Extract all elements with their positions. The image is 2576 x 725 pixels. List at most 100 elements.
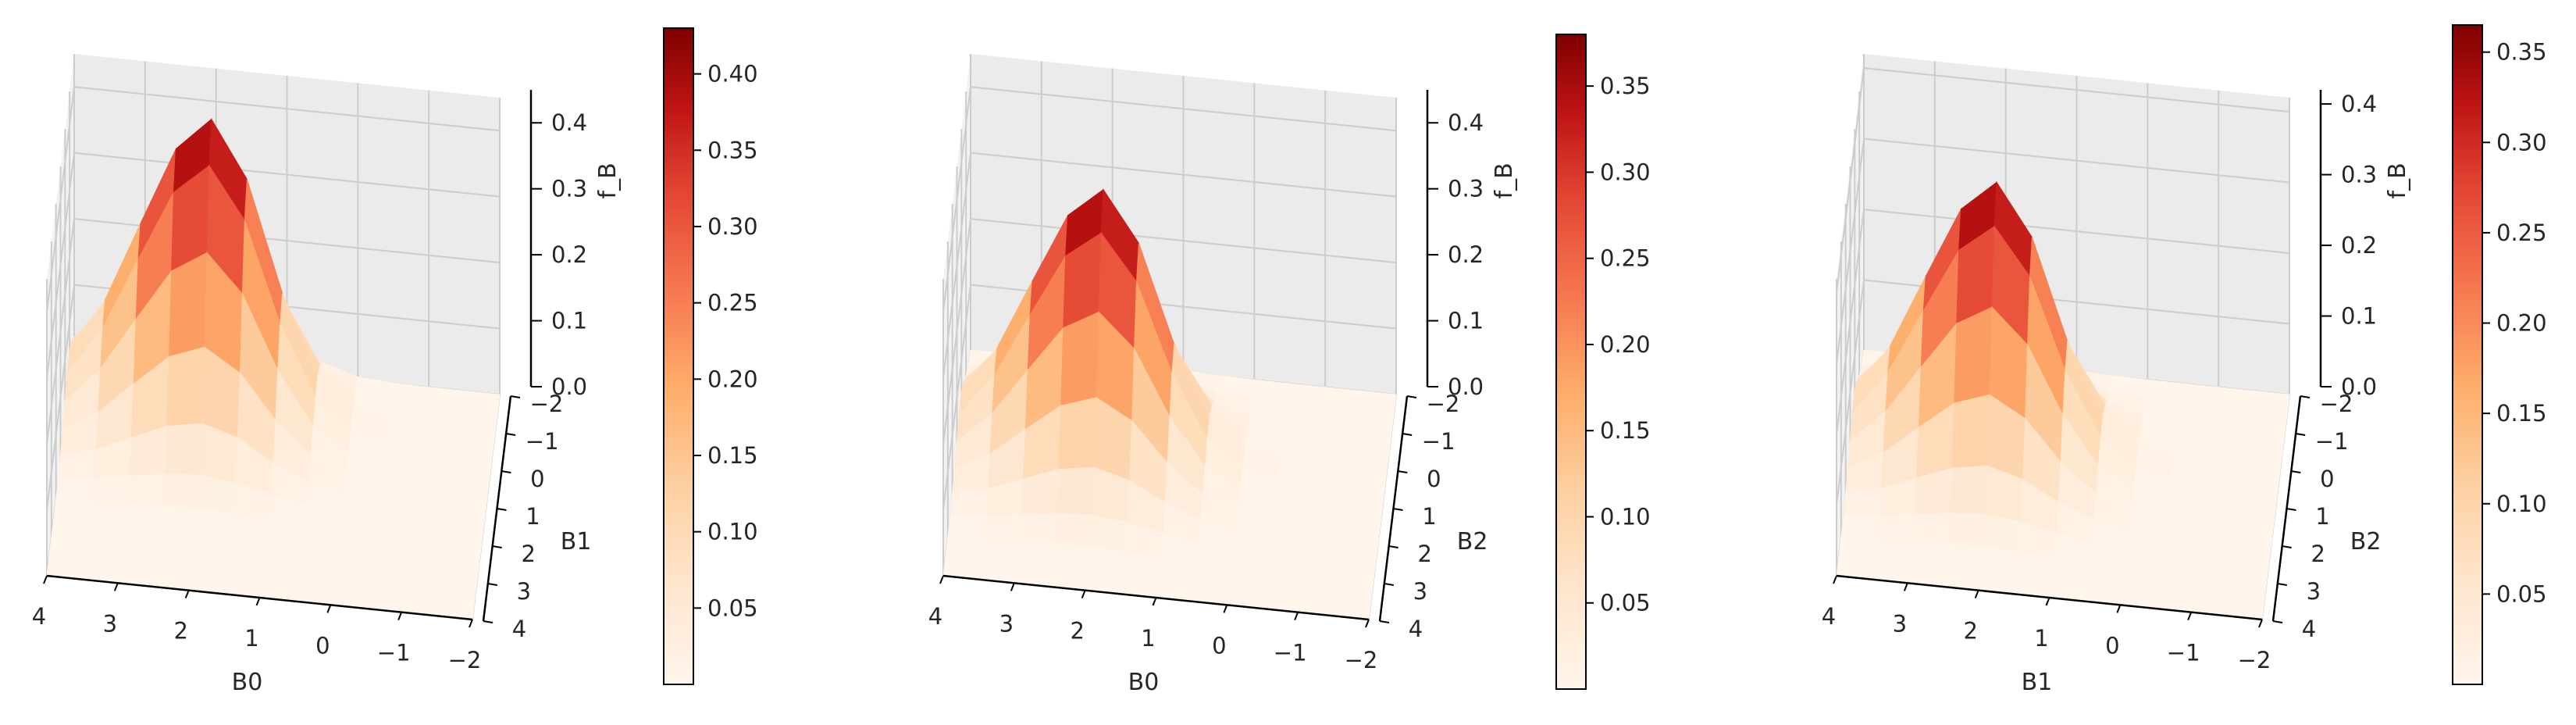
surface-patch — [1912, 512, 1951, 545]
surface-patch — [947, 516, 986, 541]
surface-patch — [1051, 543, 1091, 571]
colorbar-tick-label: 0.25 — [1600, 245, 1651, 272]
colorbar-tick-label: 0.05 — [2496, 580, 2547, 607]
y-tick — [1384, 583, 1394, 586]
surface-patch — [1060, 311, 1099, 406]
surface-patch — [1909, 541, 1948, 567]
x-tick — [2187, 612, 2193, 621]
surface-patch — [164, 423, 203, 476]
colorbar-tick-label: 0.35 — [1600, 73, 1651, 99]
x-tick — [113, 582, 119, 591]
x-tick-label: 0 — [2105, 632, 2119, 659]
x-tick — [184, 590, 190, 599]
y-tick — [1388, 545, 1398, 548]
surface-patch — [1058, 397, 1097, 470]
y-axis-label: B2 — [1457, 528, 1488, 555]
surface-patch — [157, 528, 196, 553]
grid-line — [46, 86, 501, 312]
surface-patch — [945, 537, 984, 561]
z-tick-label: 0.1 — [1448, 308, 1484, 334]
x-tick — [1010, 582, 1015, 591]
surface-patch — [194, 508, 234, 538]
y-tick — [2296, 433, 2306, 436]
grid-line — [46, 218, 501, 445]
x-tick — [2116, 604, 2122, 613]
y-tick — [497, 508, 507, 511]
y-tick-label: 1 — [1422, 503, 1436, 530]
x-tick — [469, 619, 473, 628]
z-tick-label: 0.4 — [2341, 91, 2377, 117]
colorbar-tick-label: 0.20 — [707, 366, 758, 392]
surface-patch — [122, 525, 161, 550]
y-tick — [2272, 620, 2283, 623]
x-tick-label: 4 — [32, 603, 46, 630]
colorbar-tick-label: 0.30 — [2496, 129, 2547, 155]
subplot-3: 4 3 2 1 0 −1 −2 B1 −2 −1 0 1 2 3 4 B2 0.0 0.1 0.2 0.3 0.4 f_B… — [1822, 24, 2547, 696]
surface-patch — [1980, 546, 2019, 575]
colorbar-tick-label: 0.30 — [1600, 159, 1651, 185]
y-tick — [487, 583, 497, 586]
x-tick — [255, 597, 261, 606]
z-axis-label: f_B — [594, 162, 622, 198]
z-tick-label: 0.4 — [1448, 109, 1484, 136]
colorbar-tick-label: 0.25 — [707, 290, 758, 316]
colorbar-gradient — [663, 27, 694, 685]
tick-labels-1: 4 3 2 1 0 −1 −2 B0 −2 −1 0 1 2 3 4 B1 0.0 0.1 0.2 0.3 0.4 f_B — [32, 109, 622, 696]
x-tick — [1223, 604, 1228, 613]
y-tick — [1398, 470, 1408, 473]
surface-2 — [942, 188, 1397, 620]
surface-patch — [1949, 465, 1988, 516]
grid-line — [46, 152, 501, 378]
grid-line — [1836, 279, 2290, 505]
x-axis-label: B0 — [232, 669, 263, 696]
surface-patch — [1018, 513, 1057, 545]
y-tick — [2282, 545, 2292, 548]
y-tick-label: 1 — [2315, 503, 2329, 530]
z-tick-label: 0.0 — [2341, 373, 2377, 400]
x-tick — [1294, 612, 1299, 621]
x-tick — [1833, 575, 1837, 584]
surface-patch — [1016, 541, 1055, 567]
z-axis-label: f_B — [2384, 162, 2411, 198]
y-tick — [1379, 620, 1390, 623]
y-tick — [506, 433, 516, 436]
x-tick-label: −2 — [2238, 647, 2271, 673]
surface-patch — [124, 503, 163, 530]
y-tick-label: −2 — [530, 391, 564, 417]
surface-patch — [162, 473, 201, 509]
y-tick — [2291, 470, 2301, 473]
surface-patch — [1087, 546, 1126, 575]
x-tick — [2258, 619, 2263, 628]
x-tick-label: 0 — [1212, 632, 1226, 659]
surface-patch — [980, 539, 1020, 564]
x-tick-label: 4 — [928, 603, 942, 630]
z-tick-label: 0.2 — [1448, 241, 1484, 268]
x-tick-label: 2 — [1070, 618, 1084, 645]
y-tick-label: 2 — [2311, 541, 2325, 567]
z-tick-label: 0.0 — [551, 373, 587, 400]
y-tick — [501, 470, 511, 473]
x-axis-label: B0 — [1128, 669, 1160, 696]
surface-patch — [1840, 516, 1879, 541]
surface-patch — [1873, 539, 1913, 564]
y-tick — [2286, 508, 2296, 511]
y-tick-label: 4 — [1409, 616, 1423, 642]
colorbar-tick-label: 0.30 — [707, 213, 758, 240]
x-tick-label: −1 — [377, 640, 411, 666]
surface-patch — [982, 515, 1022, 543]
grid-line — [46, 284, 501, 510]
surface-patch — [1053, 513, 1092, 548]
x-tick — [1903, 582, 1908, 591]
x-tick — [397, 612, 403, 621]
surface-patch — [1876, 514, 1915, 543]
z-axis-label: f_B — [1491, 162, 1518, 198]
surface-patch — [1944, 543, 1984, 571]
y-tick — [1406, 395, 1417, 398]
surface-patch — [126, 473, 166, 506]
x-tick — [1365, 619, 1370, 628]
x-tick-label: 3 — [103, 610, 117, 637]
x-tick — [43, 575, 48, 584]
y-tick-label: 3 — [1413, 578, 1427, 605]
x-axis-label: B1 — [2022, 669, 2053, 696]
surface-patch — [1951, 394, 1990, 469]
